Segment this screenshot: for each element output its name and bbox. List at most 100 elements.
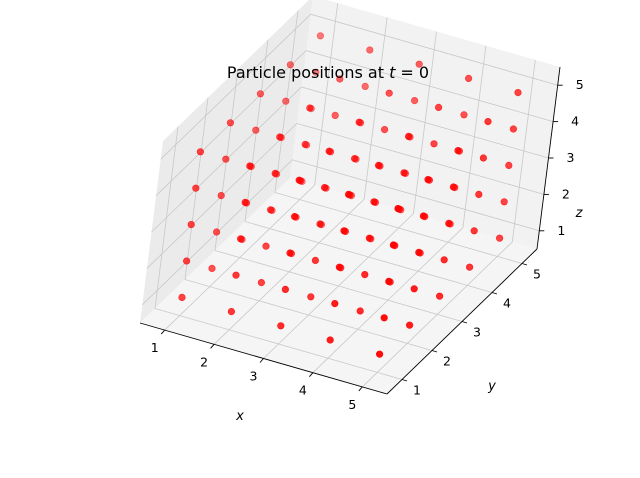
particle-point [340,227,348,235]
x-tick [358,386,363,392]
particle-point [325,147,333,155]
particle-point [410,285,418,293]
grid-line-z [151,86,549,233]
y-tick [431,350,438,353]
particle-point [241,198,249,206]
particle-point [237,235,245,243]
particle-point [213,228,221,236]
z-tick-label: 5 [576,77,584,92]
particle-point [509,125,518,133]
particle-point [496,234,504,242]
particle-point [500,198,508,206]
x-tick [210,344,215,349]
particle-point [282,97,290,105]
particle-point [470,227,478,235]
grid-line-y [214,68,463,322]
particle-point [226,119,234,127]
particle-point [460,111,468,119]
particle-point [430,140,438,148]
particle-point [356,307,364,315]
particle-point [394,205,402,213]
particle-point [505,161,513,169]
particle-point [406,321,414,329]
particle-point [411,96,419,105]
particle-point [449,183,458,191]
particle-point [312,68,320,76]
particle-point [400,169,408,177]
particle-point [415,60,423,68]
x-tick [160,329,166,335]
particle-point [375,161,383,169]
particle-point [286,61,295,69]
particle-point [355,118,363,126]
x-tick [259,358,264,363]
particle-point [336,75,344,83]
particle-point [267,206,275,214]
particle-point [445,219,453,227]
particle-point [380,314,388,322]
particle-point [435,103,443,111]
particle-point [385,89,393,97]
particle-point [208,264,216,273]
particle-point [217,192,225,200]
grid-line-x [213,17,388,345]
x-tick-label: 4 [299,383,307,398]
particle-point [466,263,474,271]
z-tick-label: 1 [557,223,565,238]
z-tick-label: 3 [567,150,575,165]
particle-point [321,184,329,192]
particle-point [227,308,235,316]
grid-line-z [155,50,554,196]
y-tick [521,263,528,266]
particle-point [389,241,398,249]
particle-point [316,220,324,228]
particle-point [295,176,303,184]
z-tick-label: 4 [571,114,579,129]
particle-point [365,234,374,242]
grid-line-x [263,31,437,359]
particle-point [262,242,270,250]
particle-point [277,322,285,330]
particle-point [479,154,488,162]
x-tick-label: 5 [348,397,356,412]
particle-point [307,293,315,301]
x-tick [309,372,314,377]
particle-point [419,212,428,220]
particle-point [465,74,473,82]
y-axis-label: y [487,379,496,394]
grid-line-x [164,3,339,331]
y-tick-label: 2 [443,354,451,369]
grid-line-z [142,159,540,306]
tick-labels: 1 2 3 4 5 1 2 3 4 5 1 2 3 4 5 [151,77,584,412]
grid-line-z [146,122,545,269]
particle-point [381,126,389,134]
particle-point [326,336,334,344]
y-tick [401,379,408,382]
particle-point [484,117,492,126]
grid-line-y [244,39,493,293]
particle-point [440,256,448,264]
particle-point [436,292,444,300]
grid-line-y [184,97,433,351]
grid-lines [142,3,558,388]
particle-point [351,155,359,163]
tick-marks [160,84,563,392]
particle-point [222,155,230,163]
particle-point [345,190,353,198]
particle-point [183,257,191,265]
particle-point [376,350,384,358]
particle-point [405,132,413,140]
particle-point [316,32,325,40]
y-tick-label: 4 [503,296,511,311]
particle-point [361,271,369,279]
particle-point [256,90,265,98]
particle-point [415,248,423,256]
chart-title: Particle positions at t = 0 [227,63,429,82]
x-axis-label: x [235,409,244,424]
particle-point [257,279,266,287]
grid-line-z [160,13,558,160]
grid-line-x [312,45,487,373]
grid-line-y [154,126,403,380]
y-tick [491,292,498,295]
